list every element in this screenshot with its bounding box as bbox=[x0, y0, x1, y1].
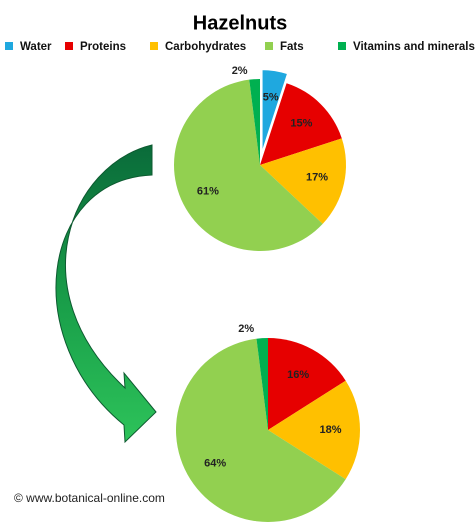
pie-slice bbox=[260, 138, 346, 224]
chart-title: Hazelnuts bbox=[193, 12, 287, 34]
pie-slice bbox=[260, 83, 342, 165]
value-label: 2% bbox=[232, 65, 248, 77]
pie-slice bbox=[268, 338, 346, 430]
legend-swatch bbox=[265, 42, 273, 50]
legend-swatch bbox=[5, 42, 13, 50]
pie-slice bbox=[174, 79, 323, 252]
pie-slice bbox=[268, 380, 360, 480]
value-label: 15% bbox=[290, 118, 312, 130]
credit: © www.botanical-online.com bbox=[14, 491, 165, 505]
value-label: 17% bbox=[306, 172, 328, 184]
legend-label: Proteins bbox=[80, 41, 126, 53]
legend-swatch bbox=[338, 42, 346, 50]
legend-label: Fats bbox=[280, 41, 304, 53]
pie-slice bbox=[260, 68, 290, 156]
legend-swatch bbox=[150, 42, 158, 50]
value-label: 2% bbox=[238, 323, 254, 335]
legend-label: Vitamins and minerals bbox=[353, 41, 475, 53]
legend-label: Water bbox=[20, 41, 52, 53]
arrow bbox=[55, 144, 157, 444]
value-label: 18% bbox=[320, 424, 342, 436]
legend-swatch bbox=[65, 42, 73, 50]
pie-slice bbox=[256, 338, 268, 430]
value-label: 64% bbox=[204, 457, 226, 469]
value-label: 16% bbox=[287, 369, 309, 381]
legend: Water Proteins Carbohydrates Fats Vitamins a… bbox=[5, 41, 475, 53]
value-label: 61% bbox=[197, 185, 219, 197]
pie-slice bbox=[175, 338, 346, 522]
legend-label: Carbohydrates bbox=[165, 41, 246, 53]
pie-slice bbox=[249, 79, 260, 165]
value-label: 5% bbox=[263, 91, 279, 103]
